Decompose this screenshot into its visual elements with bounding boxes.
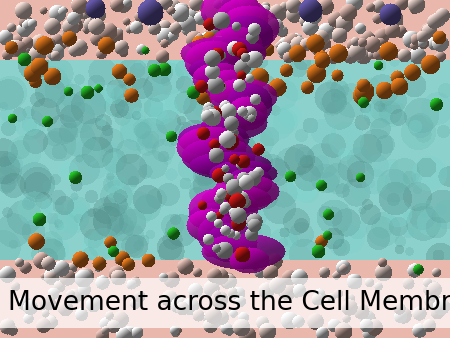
Text: Movement across the Cell Membrane: Movement across the Cell Membrane (8, 290, 450, 316)
Bar (0, 278, 450, 328)
